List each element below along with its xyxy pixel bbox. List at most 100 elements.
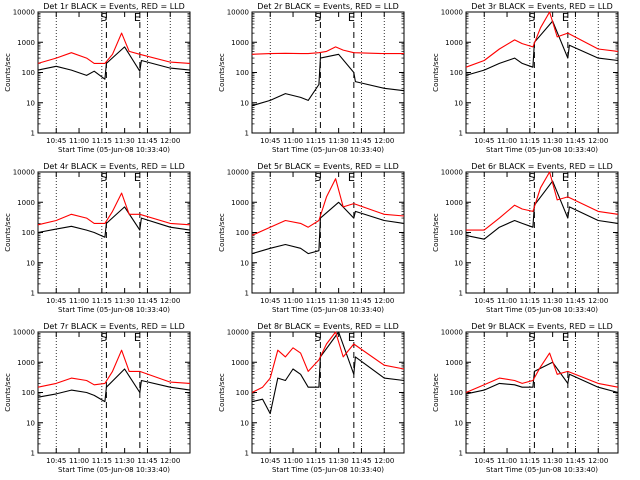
x-tick-label: 11:15 <box>520 457 540 465</box>
x-axis-label: Start Time (05-Jun-08 10:33:40) <box>272 466 384 474</box>
x-tick-label: 12:00 <box>160 457 180 465</box>
y-tick-label: 10 <box>26 419 35 427</box>
x-axis-label: Start Time (05-Jun-08 10:33:40) <box>486 306 598 314</box>
y-tick-label: 1000 <box>231 359 249 367</box>
y-axis-label: Counts/sec <box>432 213 440 252</box>
x-tick-label: 10:45 <box>260 297 280 305</box>
x-tick-label: 11:30 <box>115 137 135 145</box>
x-axis-label: Start Time (05-Jun-08 10:33:40) <box>486 146 598 154</box>
y-tick-label: 1 <box>459 290 463 298</box>
x-tick-label: 11:45 <box>565 137 585 145</box>
plot-title: Det 5r BLACK = Events, RED = LLD <box>257 162 399 171</box>
x-tick-label: 12:00 <box>160 297 180 305</box>
x-tick-label: 11:30 <box>329 457 349 465</box>
marker-label: E <box>134 331 141 344</box>
plot-frame <box>37 11 191 134</box>
x-tick-label: 11:00 <box>497 457 517 465</box>
plot-title: Det 7r BLACK = Events, RED = LLD <box>43 322 185 331</box>
x-tick-label: 11:00 <box>69 137 89 145</box>
y-tick-label: 1000 <box>17 199 35 207</box>
y-tick-label: 1 <box>245 450 249 458</box>
y-tick-label: 1 <box>31 290 35 298</box>
x-tick-label: 10:45 <box>46 457 66 465</box>
events-series-line <box>465 180 619 240</box>
y-axis-label: Counts/sec <box>4 213 12 252</box>
x-tick-label: 11:00 <box>497 297 517 305</box>
marker-label: S <box>314 331 321 344</box>
events-series-line <box>37 368 191 403</box>
x-tick-label: 11:00 <box>283 457 303 465</box>
x-tick-label: 12:00 <box>160 137 180 145</box>
x-tick-label: 11:15 <box>306 457 326 465</box>
marker-label: S <box>100 331 107 344</box>
marker-label: S <box>528 11 535 24</box>
y-tick-label: 1000 <box>17 359 35 367</box>
x-tick-label: 11:45 <box>565 457 585 465</box>
marker-label: E <box>562 331 569 344</box>
plot-frame <box>465 331 619 454</box>
y-tick-label: 10 <box>240 259 249 267</box>
plot-title: Det 8r BLACK = Events, RED = LLD <box>257 322 399 331</box>
x-tick-label: 12:00 <box>588 457 608 465</box>
marker-label: S <box>100 11 107 24</box>
y-tick-label: 100 <box>450 69 463 77</box>
y-tick-label: 100 <box>22 69 35 77</box>
marker-label: E <box>348 331 355 344</box>
x-tick-label: 11:00 <box>69 297 89 305</box>
plot-frame <box>37 171 191 294</box>
plot-frame <box>251 11 405 134</box>
x-tick-label: 10:45 <box>46 137 66 145</box>
y-tick-label: 100 <box>22 229 35 237</box>
x-tick-label: 11:30 <box>543 457 563 465</box>
plot-frame <box>465 171 619 294</box>
x-tick-label: 11:45 <box>565 297 585 305</box>
lld-series-line <box>251 331 405 393</box>
x-tick-label: 11:15 <box>520 137 540 145</box>
x-tick-label: 10:45 <box>474 457 494 465</box>
y-tick-label: 1 <box>245 130 249 138</box>
y-axis-label: Counts/sec <box>218 53 226 92</box>
x-tick-label: 11:45 <box>351 457 371 465</box>
plot-title: Det 4r BLACK = Events, RED = LLD <box>43 162 185 171</box>
y-tick-label: 10000 <box>227 329 249 337</box>
x-tick-label: 10:45 <box>260 457 280 465</box>
x-tick-label: 11:15 <box>92 457 112 465</box>
y-tick-label: 10 <box>454 419 463 427</box>
x-tick-label: 10:45 <box>474 137 494 145</box>
plot-title: Det 9r BLACK = Events, RED = LLD <box>471 322 613 331</box>
y-axis-label: Counts/sec <box>218 373 226 412</box>
y-tick-label: 10000 <box>441 9 463 17</box>
y-axis-label: Counts/sec <box>432 373 440 412</box>
y-tick-label: 1 <box>245 290 249 298</box>
x-tick-label: 11:15 <box>520 297 540 305</box>
events-series-line <box>465 20 619 76</box>
y-tick-label: 1000 <box>231 199 249 207</box>
x-tick-label: 10:45 <box>260 137 280 145</box>
x-axis-label: Start Time (05-Jun-08 10:33:40) <box>58 466 170 474</box>
y-axis-label: Counts/sec <box>432 53 440 92</box>
events-series-line <box>465 361 619 395</box>
lld-series-line <box>37 349 191 388</box>
plot-frame <box>251 171 405 294</box>
lld-series-line <box>466 171 619 231</box>
marker-label: S <box>314 171 321 184</box>
x-tick-label: 11:30 <box>543 297 563 305</box>
x-tick-label: 12:00 <box>588 137 608 145</box>
x-axis-label: Start Time (05-Jun-08 10:33:40) <box>58 306 170 314</box>
marker-label: E <box>134 171 141 184</box>
y-tick-label: 10000 <box>441 169 463 177</box>
x-axis-label: Start Time (05-Jun-08 10:33:40) <box>58 146 170 154</box>
events-series-line <box>251 331 405 415</box>
y-tick-label: 1000 <box>231 39 249 47</box>
y-tick-label: 10 <box>240 419 249 427</box>
y-tick-label: 10000 <box>441 329 463 337</box>
x-tick-label: 11:00 <box>283 297 303 305</box>
y-tick-label: 10 <box>240 99 249 107</box>
y-tick-label: 100 <box>236 229 249 237</box>
